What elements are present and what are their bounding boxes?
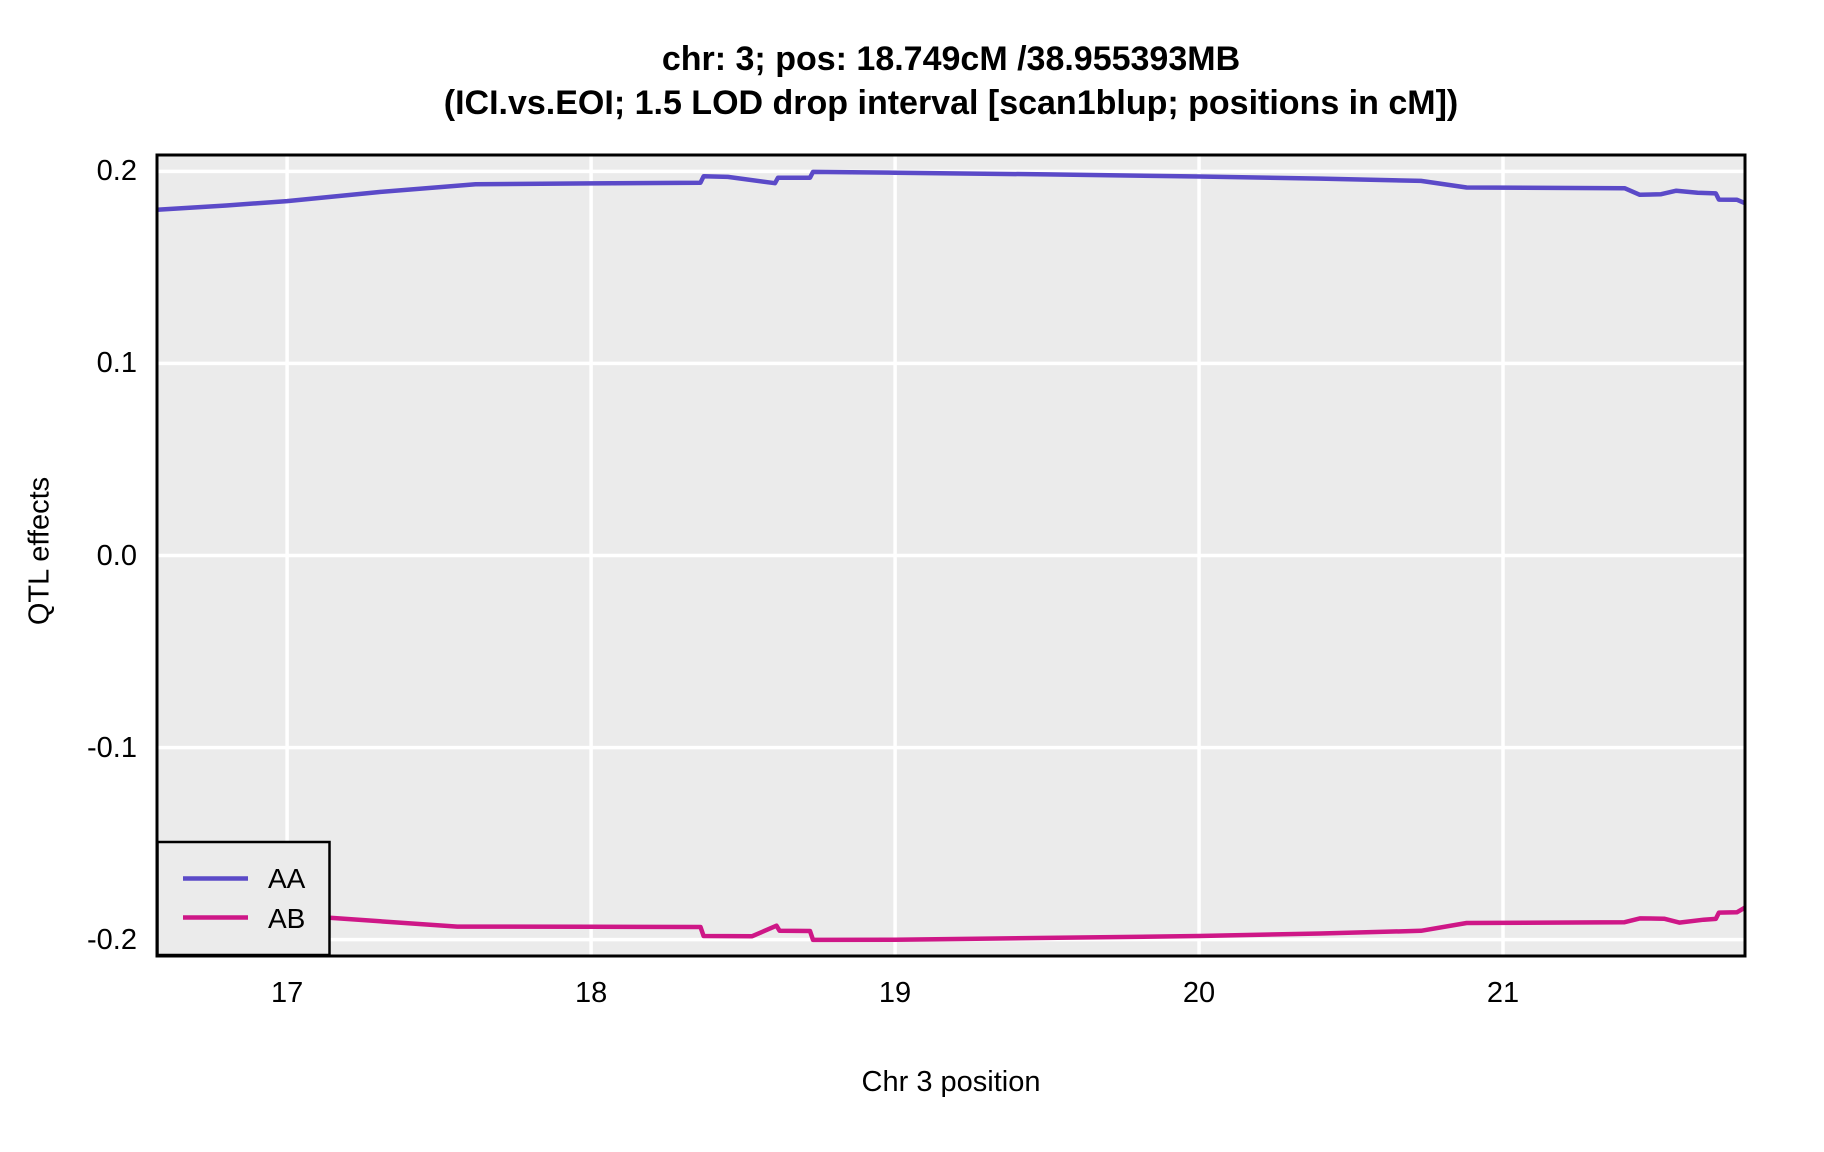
legend-box <box>156 840 331 957</box>
y-tick-label: 0.0 <box>96 539 137 572</box>
y-tick-label: 0.2 <box>96 155 137 188</box>
chart-subtitle: (ICI.vs.EOI; 1.5 LOD drop interval [scan… <box>443 84 1459 122</box>
y-tick-label: -0.2 <box>87 923 137 956</box>
legend-label-aa: AA <box>268 863 306 894</box>
legend-label-ab: AB <box>268 903 306 934</box>
x-tick-label: 21 <box>1486 977 1520 1009</box>
x-axis-label: Chr 3 position <box>861 1066 1041 1098</box>
chart-title: chr: 3; pos: 18.749cM /38.955393MB <box>661 40 1241 78</box>
series-line-aa <box>156 169 1746 212</box>
y-tick-label: -0.1 <box>87 731 137 764</box>
x-tick-label: 20 <box>1182 977 1216 1009</box>
x-tick-label: 17 <box>270 977 304 1009</box>
y-tick-label: 0.1 <box>96 347 137 380</box>
series-line-ab <box>156 904 1747 943</box>
x-tick-label: 18 <box>574 977 608 1009</box>
chart-title-block: chr: 3; pos: 18.749cM /38.955393MB (ICI.… <box>157 37 1745 125</box>
plot-frame <box>155 153 1747 958</box>
x-tick-label: 19 <box>878 977 912 1009</box>
